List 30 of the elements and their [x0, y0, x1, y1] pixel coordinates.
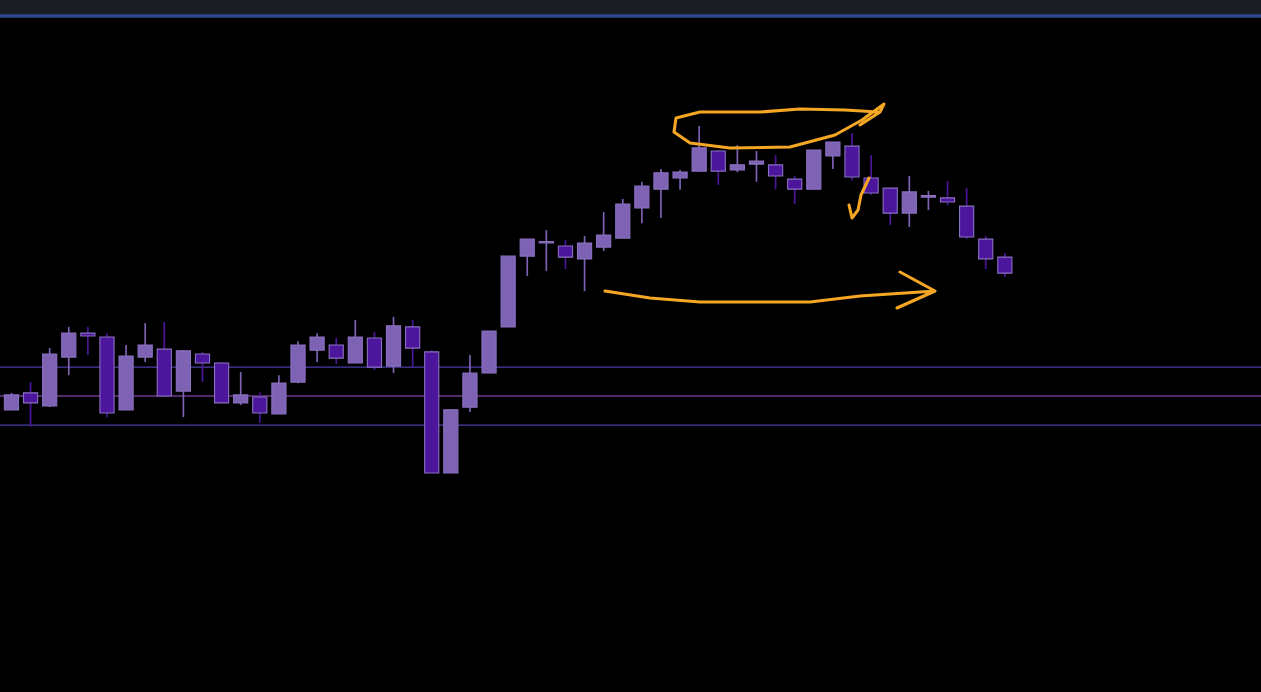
candlestick: [653, 168, 669, 219]
candlestick: [901, 175, 917, 228]
candlestick: [538, 229, 554, 272]
candlestick: [997, 252, 1013, 278]
candlestick: [767, 154, 784, 190]
candlestick: [519, 238, 535, 277]
candlestick: [309, 332, 325, 363]
candlestick: [634, 181, 650, 224]
candlestick: [729, 144, 746, 173]
candlestick: [61, 326, 77, 376]
candlestick: [233, 371, 249, 406]
candlestick: [825, 141, 841, 170]
candlestick: [672, 169, 688, 191]
candlestick: [596, 211, 612, 252]
candlestick: [939, 180, 956, 206]
candlestick: [748, 150, 765, 183]
candlestick: [328, 337, 344, 365]
candlestick: [576, 235, 593, 293]
candlestick: [710, 149, 726, 186]
candlestick: [691, 125, 707, 172]
candlestick: [194, 351, 211, 383]
candlestick: [137, 322, 153, 363]
candlestick: [787, 175, 803, 205]
candlestick: [22, 381, 39, 428]
candlestick: [978, 235, 994, 270]
candlestick: [405, 319, 421, 369]
candlestick: [252, 391, 268, 424]
candlestick: [920, 190, 937, 211]
candlestick: [80, 326, 96, 356]
candlestick: [557, 239, 574, 270]
